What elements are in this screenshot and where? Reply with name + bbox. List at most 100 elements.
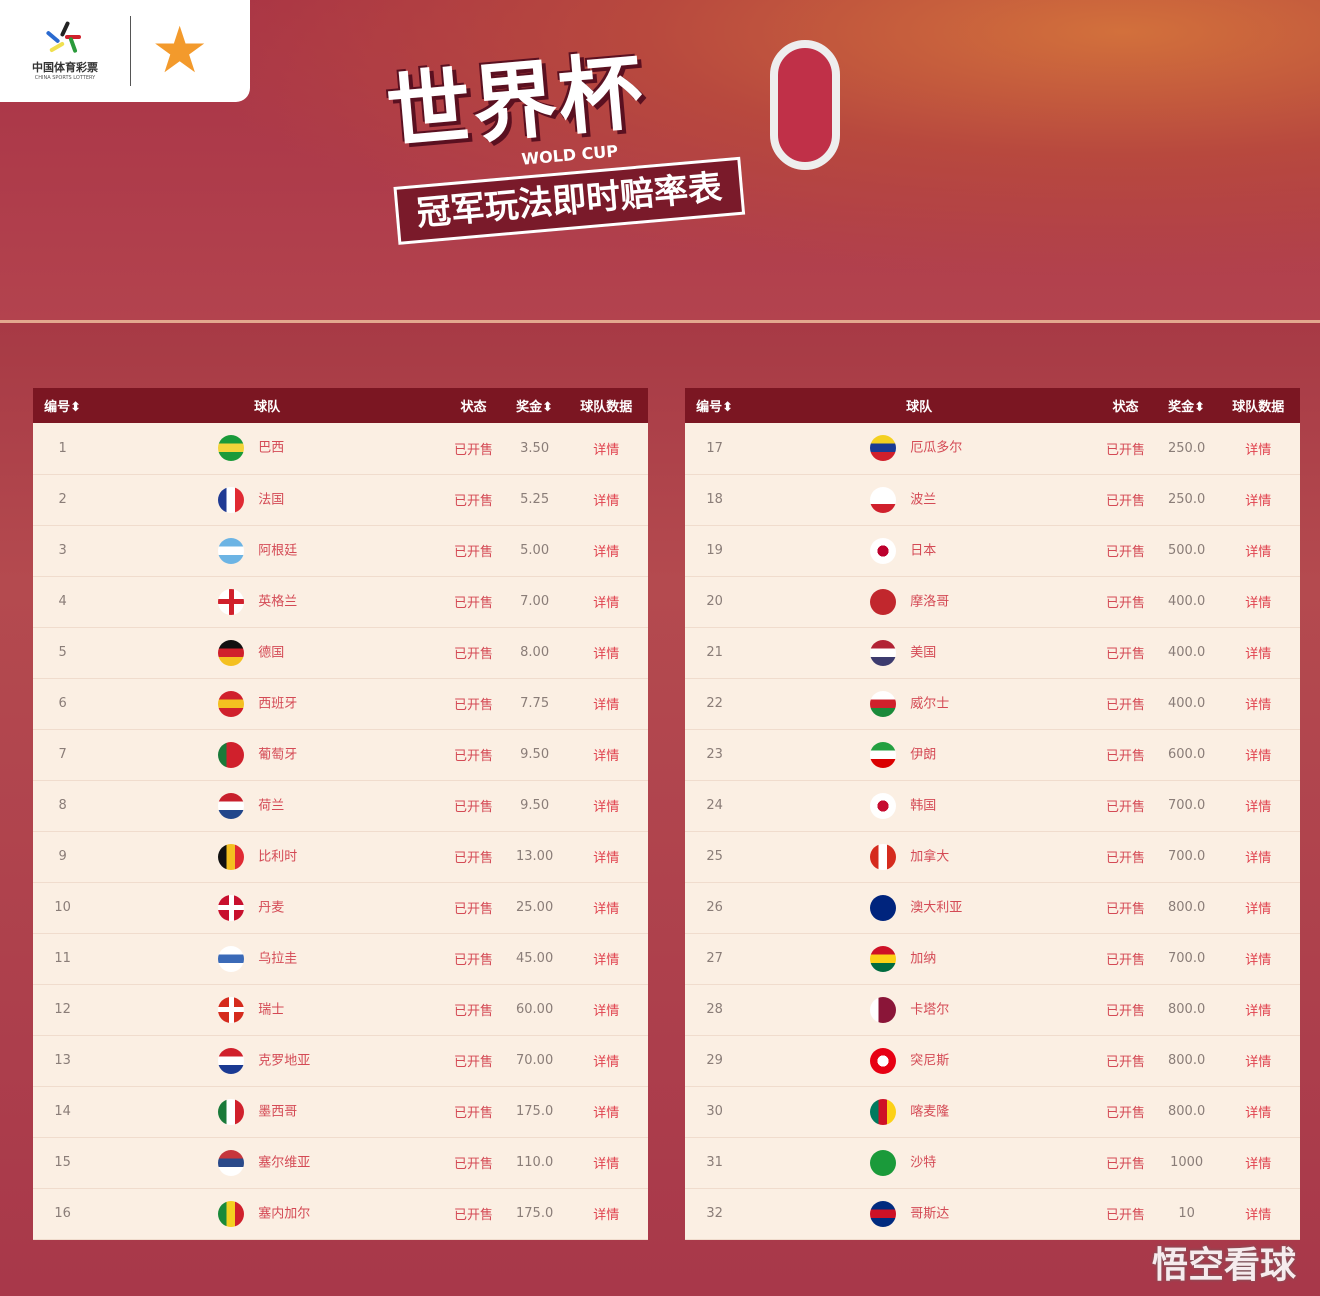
detail-link[interactable]: 详情 (1216, 1188, 1300, 1240)
flag-icon (218, 894, 245, 921)
detail-link[interactable]: 详情 (564, 882, 648, 934)
row-number: 24 (685, 780, 745, 832)
odds-cell: 175.0 (504, 1188, 565, 1240)
flag-icon (218, 1149, 245, 1176)
flag-icon (870, 1098, 897, 1125)
team-name: 加纳 (910, 951, 937, 966)
flag-icon (870, 486, 897, 513)
row-number: 32 (685, 1188, 745, 1240)
odds-cell: 60.00 (504, 984, 565, 1036)
status-cell: 已开售 (442, 984, 505, 1036)
detail-link[interactable]: 详情 (1216, 678, 1300, 730)
detail-link[interactable]: 详情 (1216, 1035, 1300, 1087)
column-header[interactable]: 编号⬍ (33, 388, 93, 423)
detail-link[interactable]: 详情 (564, 1035, 648, 1087)
row-number: 11 (33, 933, 93, 985)
team-cell: 比利时 (92, 831, 443, 883)
team-cell: 葡萄牙 (92, 729, 443, 781)
detail-link[interactable]: 详情 (564, 678, 648, 730)
table-row: 12 瑞士 已开售 60.00 详情 (33, 984, 648, 1036)
detail-link[interactable]: 详情 (564, 1086, 648, 1138)
odds-cell: 250.0 (1156, 474, 1217, 526)
odds-cell: 3.50 (504, 423, 565, 475)
table-row: 11 乌拉圭 已开售 45.00 详情 (33, 933, 648, 985)
column-header: 球队 (92, 388, 443, 423)
row-number: 25 (685, 831, 745, 883)
detail-link[interactable]: 详情 (1216, 474, 1300, 526)
detail-link[interactable]: 详情 (1216, 933, 1300, 985)
detail-link[interactable]: 详情 (1216, 627, 1300, 679)
flag-icon (218, 1047, 245, 1074)
table-row: 2 法国 已开售 5.25 详情 (33, 474, 648, 526)
odds-cell: 800.0 (1156, 1086, 1217, 1138)
row-number: 3 (33, 525, 93, 577)
table-row: 28 卡塔尔 已开售 800.0 详情 (685, 984, 1300, 1036)
status-cell: 已开售 (1094, 627, 1157, 679)
detail-link[interactable]: 详情 (1216, 780, 1300, 832)
lottery-mark-icon (45, 20, 85, 55)
detail-link[interactable]: 详情 (1216, 882, 1300, 934)
team-cell: 沙特 (744, 1137, 1095, 1189)
table-row: 5 德国 已开售 8.00 详情 (33, 627, 648, 679)
flag-icon (870, 1149, 897, 1176)
title-block: 世界杯 WOLD CUP 冠军玩法即时赔率表 (383, 35, 746, 245)
detail-link[interactable]: 详情 (1216, 576, 1300, 628)
column-header[interactable]: 编号⬍ (685, 388, 745, 423)
team-name: 沙特 (910, 1155, 937, 1170)
detail-link[interactable]: 详情 (564, 933, 648, 985)
odds-cell: 400.0 (1156, 576, 1217, 628)
table-row: 16 塞内加尔 已开售 175.0 详情 (33, 1188, 648, 1240)
table-row: 14 墨西哥 已开售 175.0 详情 (33, 1086, 648, 1138)
team-cell: 瑞士 (92, 984, 443, 1036)
detail-link[interactable]: 详情 (1216, 1137, 1300, 1189)
detail-link[interactable]: 详情 (1216, 423, 1300, 475)
status-cell: 已开售 (1094, 423, 1157, 475)
table-row: 10 丹麦 已开售 25.00 详情 (33, 882, 648, 934)
detail-link[interactable]: 详情 (564, 780, 648, 832)
odds-cell: 8.00 (504, 627, 565, 679)
status-cell: 已开售 (442, 678, 505, 730)
table-row: 15 塞尔维亚 已开售 110.0 详情 (33, 1137, 648, 1189)
table-row: 29 突尼斯 已开售 800.0 详情 (685, 1035, 1300, 1087)
table-row: 1 巴西 已开售 3.50 详情 (33, 423, 648, 475)
team-name: 韩国 (910, 798, 937, 813)
row-number: 29 (685, 1035, 745, 1087)
detail-link[interactable]: 详情 (1216, 1086, 1300, 1138)
row-number: 6 (33, 678, 93, 730)
odds-cell: 70.00 (504, 1035, 565, 1087)
status-cell: 已开售 (442, 1188, 505, 1240)
row-number: 19 (685, 525, 745, 577)
team-name: 瑞士 (258, 1002, 285, 1017)
detail-link[interactable]: 详情 (564, 1188, 648, 1240)
status-cell: 已开售 (1094, 474, 1157, 526)
detail-link[interactable]: 详情 (564, 831, 648, 883)
table-row: 31 沙特 已开售 1000 详情 (685, 1137, 1300, 1189)
detail-link[interactable]: 详情 (1216, 831, 1300, 883)
logo-subtext: CHINA SPORTS LOTTERY (34, 75, 96, 81)
column-header[interactable]: 奖金⬍ (1156, 388, 1217, 423)
detail-link[interactable]: 详情 (1216, 984, 1300, 1036)
detail-link[interactable]: 详情 (564, 729, 648, 781)
detail-link[interactable]: 详情 (564, 576, 648, 628)
flag-icon (870, 843, 897, 870)
detail-link[interactable]: 详情 (1216, 729, 1300, 781)
odds-cell: 5.00 (504, 525, 565, 577)
team-name: 西班牙 (258, 696, 298, 711)
detail-link[interactable]: 详情 (564, 984, 648, 1036)
detail-link[interactable]: 详情 (1216, 525, 1300, 577)
column-header[interactable]: 奖金⬍ (504, 388, 565, 423)
team-name: 荷兰 (258, 798, 285, 813)
status-cell: 已开售 (1094, 933, 1157, 985)
row-number: 9 (33, 831, 93, 883)
detail-link[interactable]: 详情 (564, 423, 648, 475)
team-name: 卡塔尔 (910, 1002, 950, 1017)
detail-link[interactable]: 详情 (564, 474, 648, 526)
team-cell: 突尼斯 (744, 1035, 1095, 1087)
detail-link[interactable]: 详情 (564, 1137, 648, 1189)
team-cell: 德国 (92, 627, 443, 679)
status-cell: 已开售 (442, 729, 505, 781)
odds-cell: 45.00 (504, 933, 565, 985)
detail-link[interactable]: 详情 (564, 627, 648, 679)
detail-link[interactable]: 详情 (564, 525, 648, 577)
table-row: 8 荷兰 已开售 9.50 详情 (33, 780, 648, 832)
